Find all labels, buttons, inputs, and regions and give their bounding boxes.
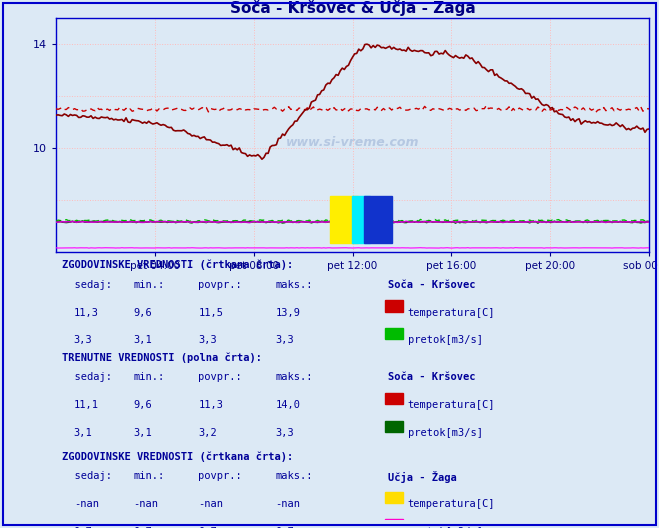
- Text: -nan: -nan: [198, 499, 223, 509]
- Text: temperatura[C]: temperatura[C]: [408, 308, 495, 318]
- Text: 9,6: 9,6: [133, 400, 152, 410]
- FancyBboxPatch shape: [386, 520, 403, 528]
- Text: ZGODOVINSKE VREDNOSTI (črtkana črta):: ZGODOVINSKE VREDNOSTI (črtkana črta):: [62, 260, 293, 270]
- Text: 0,7: 0,7: [198, 527, 217, 528]
- Text: temperatura[C]: temperatura[C]: [408, 499, 495, 509]
- Text: 3,1: 3,1: [133, 428, 152, 438]
- Text: 0,7: 0,7: [133, 527, 152, 528]
- FancyBboxPatch shape: [386, 300, 403, 312]
- Text: pretok[m3/s]: pretok[m3/s]: [408, 428, 483, 438]
- Text: Soča - Kršovec: Soča - Kršovec: [388, 372, 476, 382]
- Text: 3,3: 3,3: [74, 335, 92, 345]
- Text: pretok[m3/s]: pretok[m3/s]: [408, 527, 483, 528]
- FancyBboxPatch shape: [386, 393, 403, 404]
- Text: temperatura[C]: temperatura[C]: [408, 400, 495, 410]
- Text: -nan: -nan: [275, 499, 301, 509]
- Text: 11,5: 11,5: [198, 308, 223, 318]
- Text: ZGODOVINSKE VREDNOSTI (črtkana črta):: ZGODOVINSKE VREDNOSTI (črtkana črta):: [62, 451, 293, 461]
- Text: povpr.:: povpr.:: [198, 280, 242, 290]
- Text: 9,6: 9,6: [133, 308, 152, 318]
- Text: 11,3: 11,3: [198, 400, 223, 410]
- Text: min.:: min.:: [133, 280, 164, 290]
- Text: maks.:: maks.:: [275, 471, 313, 481]
- Text: Soča - Kršovec: Soča - Kršovec: [388, 280, 476, 290]
- Text: 3,1: 3,1: [133, 335, 152, 345]
- Text: min.:: min.:: [133, 471, 164, 481]
- Text: 14,0: 14,0: [275, 400, 301, 410]
- Text: 3,3: 3,3: [275, 335, 294, 345]
- Text: maks.:: maks.:: [275, 280, 313, 290]
- Text: www.si-vreme.com: www.si-vreme.com: [286, 136, 419, 148]
- Text: 11,3: 11,3: [74, 308, 99, 318]
- Text: 3,2: 3,2: [198, 428, 217, 438]
- FancyBboxPatch shape: [386, 421, 403, 432]
- Text: maks.:: maks.:: [275, 372, 313, 382]
- Bar: [330, 196, 358, 243]
- Text: -nan: -nan: [133, 499, 158, 509]
- Text: povpr.:: povpr.:: [198, 372, 242, 382]
- Text: 0,7: 0,7: [275, 527, 294, 528]
- Text: sedaj:: sedaj:: [62, 372, 112, 382]
- Text: Učja - Žaga: Učja - Žaga: [388, 471, 457, 483]
- Text: sedaj:: sedaj:: [62, 280, 112, 290]
- Text: min.:: min.:: [133, 372, 164, 382]
- FancyBboxPatch shape: [386, 328, 403, 340]
- Text: 3,1: 3,1: [74, 428, 92, 438]
- Text: 11,1: 11,1: [74, 400, 99, 410]
- Text: 0,7: 0,7: [74, 527, 92, 528]
- Bar: [364, 196, 391, 243]
- Text: sedaj:: sedaj:: [62, 471, 112, 481]
- Bar: [351, 196, 370, 243]
- Title: Soča - Kršovec & Učja - Žaga: Soča - Kršovec & Učja - Žaga: [230, 0, 475, 16]
- Text: TRENUTNE VREDNOSTI (polna črta):: TRENUTNE VREDNOSTI (polna črta):: [62, 352, 262, 363]
- Text: pretok[m3/s]: pretok[m3/s]: [408, 335, 483, 345]
- Text: 3,3: 3,3: [275, 428, 294, 438]
- FancyBboxPatch shape: [386, 492, 403, 503]
- Text: 13,9: 13,9: [275, 308, 301, 318]
- Text: -nan: -nan: [74, 499, 99, 509]
- Text: povpr.:: povpr.:: [198, 471, 242, 481]
- Text: 3,3: 3,3: [198, 335, 217, 345]
